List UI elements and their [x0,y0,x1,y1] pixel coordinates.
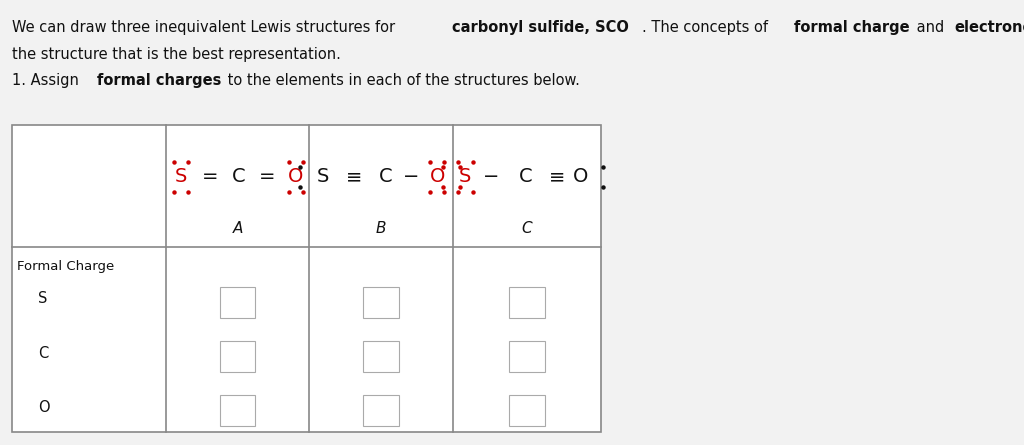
Bar [220,395,256,426]
Text: formal charges: formal charges [97,73,221,89]
Text: to the elements in each of the structures below.: to the elements in each of the structure… [223,73,581,89]
Bar [364,287,399,318]
Text: C: C [521,221,532,236]
Text: −: − [483,167,500,186]
Text: =: = [202,167,218,186]
Bar [12,125,601,432]
Bar [509,287,545,318]
Text: the structure that is the best representation.: the structure that is the best represent… [12,47,341,62]
Text: . The concepts of: . The concepts of [642,20,773,35]
Text: 1. Assign: 1. Assign [12,73,84,89]
Bar [220,341,256,372]
Text: C: C [379,167,392,186]
Text: C: C [519,167,532,186]
Text: ≡: ≡ [549,167,565,186]
Text: S: S [316,167,329,186]
Text: carbonyl sulfide, SCO: carbonyl sulfide, SCO [453,20,629,35]
Text: S: S [459,167,472,186]
Text: O: O [429,167,445,186]
Bar [220,287,256,318]
Text: O: O [572,167,588,186]
Text: formal charge: formal charge [795,20,910,35]
Text: We can draw three inequivalent Lewis structures for: We can draw three inequivalent Lewis str… [12,20,400,35]
Text: −: − [403,167,420,186]
Text: O: O [288,167,304,186]
Text: Formal Charge: Formal Charge [17,260,115,273]
Text: and: and [911,20,948,35]
Text: A: A [232,221,243,236]
Bar [509,341,545,372]
Text: electronegativity: electronegativity [954,20,1024,35]
Text: B: B [376,221,386,236]
Text: O: O [38,400,49,415]
Bar [364,395,399,426]
Text: S: S [38,291,47,307]
Text: C: C [38,346,48,360]
Bar [364,341,399,372]
Text: C: C [231,167,246,186]
Bar [509,395,545,426]
Text: ≡: ≡ [346,167,362,186]
Text: S: S [175,167,187,186]
Text: =: = [259,167,275,186]
